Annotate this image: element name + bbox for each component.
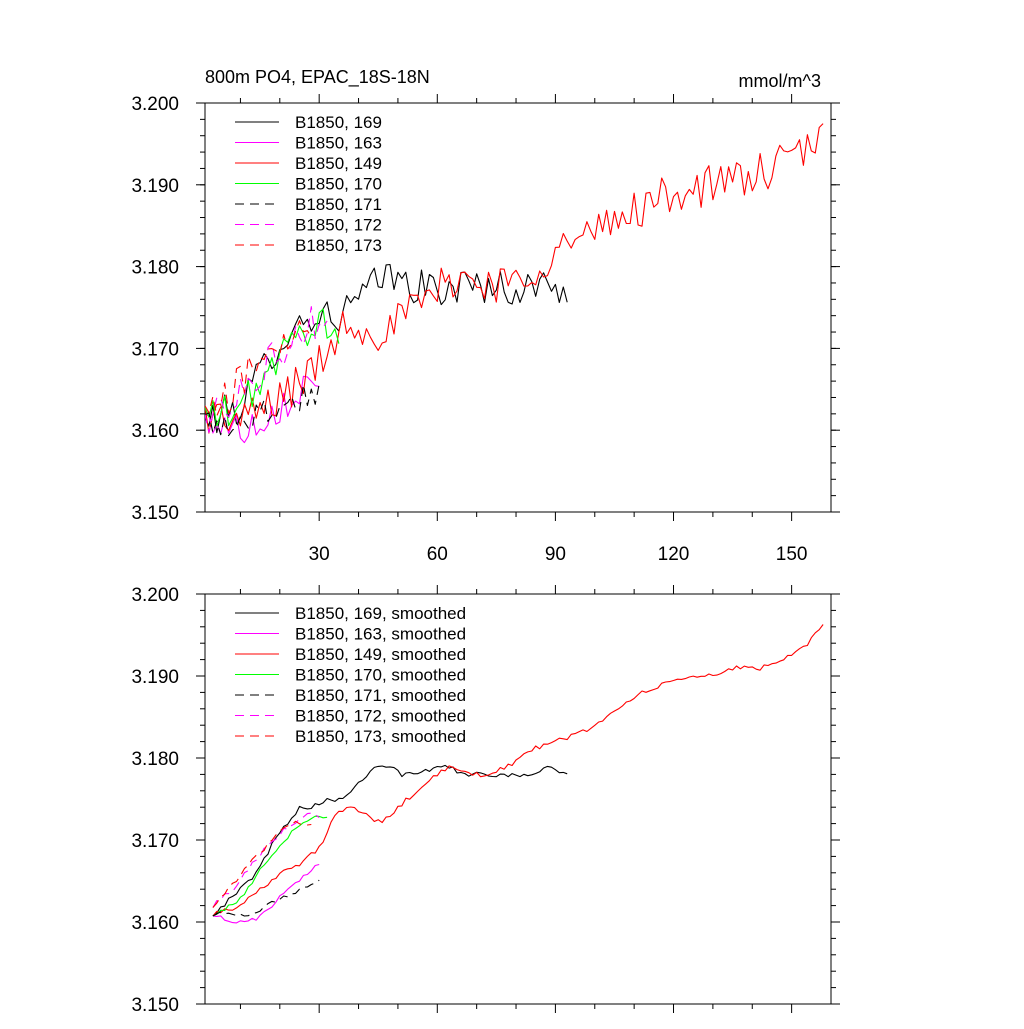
legend-label: B1850, 149 bbox=[295, 154, 382, 173]
legend: B1850, 169, smoothed B1850, 163, smoothed… bbox=[235, 604, 466, 746]
chart-panel-2: 3.150 3.160 3.170 3.180 3.190 3.200 B1850, 169… bbox=[131, 585, 840, 1016]
y-tick-label: 3.190 bbox=[131, 667, 179, 688]
series-line-7 bbox=[212, 820, 312, 908]
legend-label: B1850, 169 bbox=[295, 113, 382, 132]
series-line-5 bbox=[212, 879, 320, 917]
legend-label: B1850, 171, smoothed bbox=[295, 686, 466, 705]
chart-units: mmol/m^3 bbox=[739, 71, 821, 91]
legend-label: B1850, 172, smoothed bbox=[295, 707, 466, 726]
x-tick-label: 150 bbox=[776, 544, 808, 565]
y-tick-label: 3.200 bbox=[131, 585, 179, 606]
series-lines bbox=[205, 123, 824, 444]
x-tick-label: 30 bbox=[309, 544, 330, 565]
legend-label: B1850, 171 bbox=[295, 195, 382, 214]
legend-label: B1850, 170 bbox=[295, 175, 382, 194]
series-line-7 bbox=[205, 320, 312, 417]
y-tick-label: 3.180 bbox=[131, 749, 179, 770]
series-line-6 bbox=[205, 306, 328, 434]
y-tick-label: 3.150 bbox=[131, 503, 179, 524]
series-line-5 bbox=[205, 383, 320, 437]
x-tick-label: 120 bbox=[658, 544, 690, 565]
legend-label: B1850, 163 bbox=[295, 134, 382, 153]
x-tick-label: 90 bbox=[545, 544, 566, 565]
chart-panel-1: 3.150 3.160 3.170 3.180 3.190 3.200 30 60 90 120 1… bbox=[131, 67, 840, 565]
y-tick-label: 3.160 bbox=[131, 421, 179, 442]
series-line-4 bbox=[212, 815, 328, 917]
y-tick-label: 3.180 bbox=[131, 258, 179, 279]
y-tick-label: 3.160 bbox=[131, 913, 179, 934]
y-tick-label: 3.170 bbox=[131, 339, 179, 360]
legend-label: B1850, 173 bbox=[295, 236, 382, 255]
y-tick-label: 3.190 bbox=[131, 176, 179, 197]
series-line-3 bbox=[212, 624, 824, 917]
legend-label: B1850, 173, smoothed bbox=[295, 727, 466, 746]
series-line-1 bbox=[212, 764, 568, 917]
series-lines bbox=[212, 624, 824, 924]
y-tick-label: 3.170 bbox=[131, 831, 179, 852]
legend-label: B1850, 169, smoothed bbox=[295, 604, 466, 623]
chart-title: 800m PO4, EPAC_18S-18N bbox=[205, 67, 430, 88]
series-line-2 bbox=[212, 863, 320, 924]
plot-frame bbox=[204, 102, 832, 513]
plot-frame bbox=[204, 593, 832, 1005]
legend-label: B1850, 149, smoothed bbox=[295, 645, 466, 664]
legend-label: B1850, 172 bbox=[295, 216, 382, 235]
series-line-3 bbox=[205, 123, 824, 434]
legend-label: B1850, 170, smoothed bbox=[295, 666, 466, 685]
x-tick-label: 60 bbox=[427, 544, 448, 565]
y-tick-label: 3.200 bbox=[131, 94, 179, 115]
y-tick-label: 3.150 bbox=[131, 995, 179, 1016]
legend-label: B1850, 163, smoothed bbox=[295, 625, 466, 644]
